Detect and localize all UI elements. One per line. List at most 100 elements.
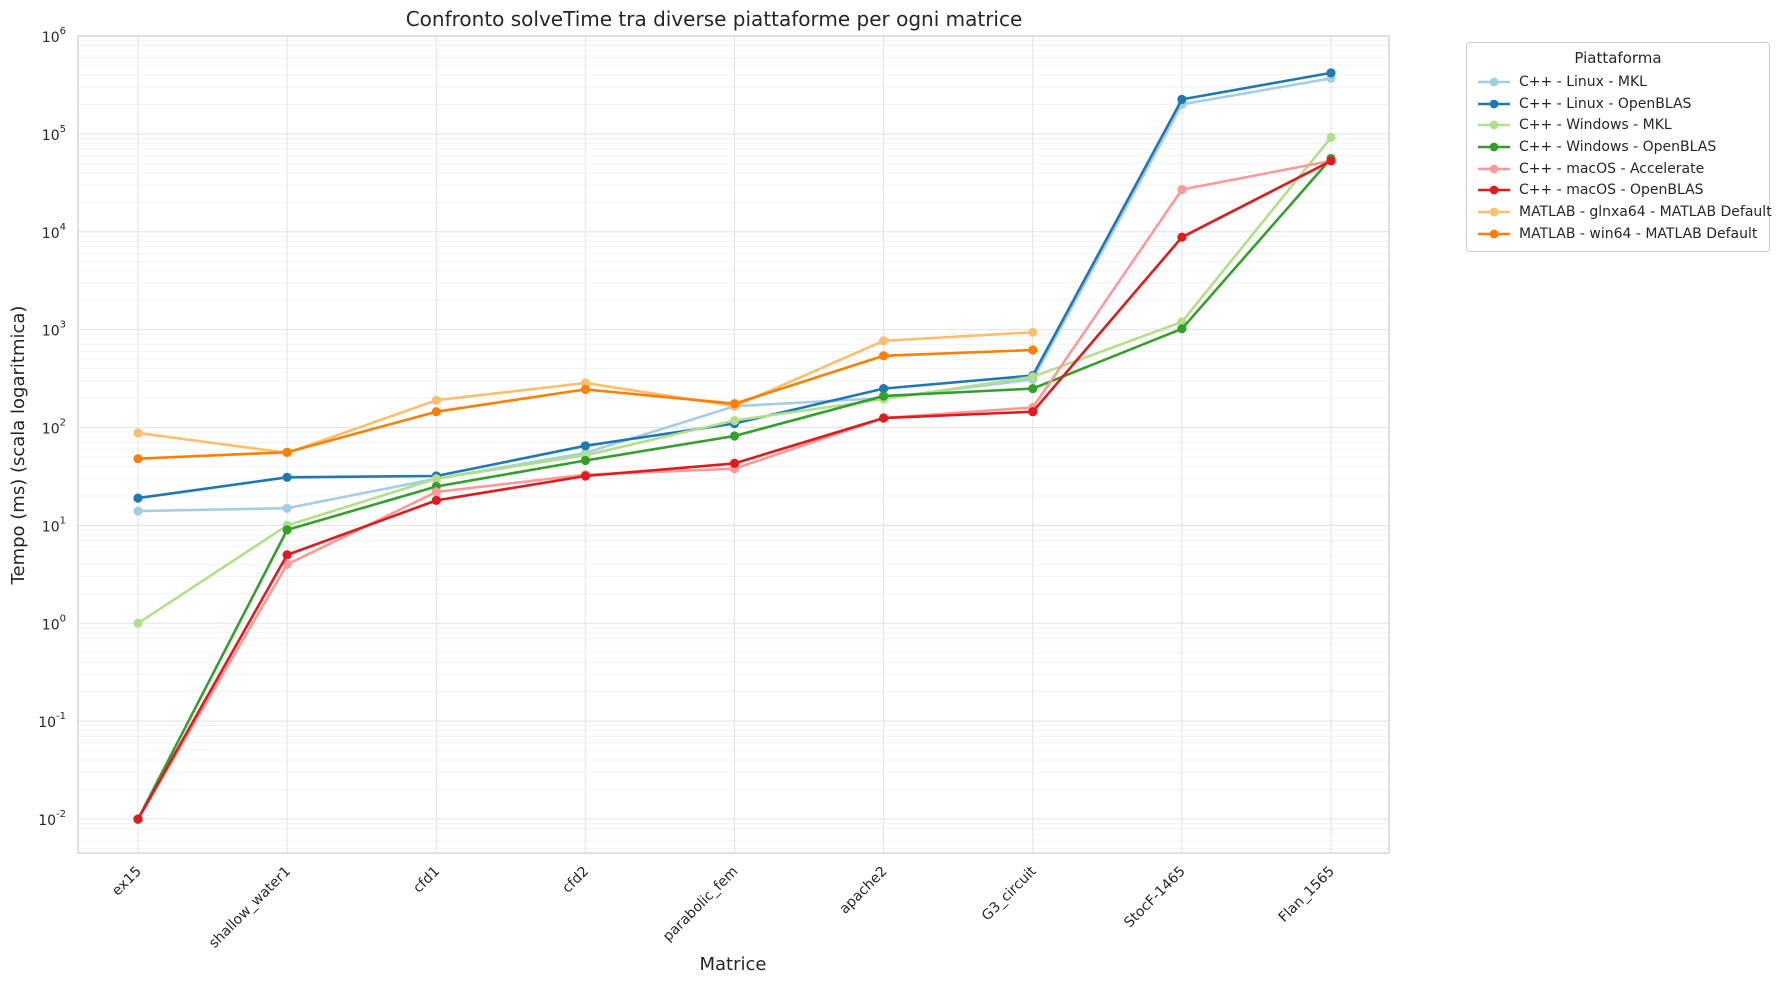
x-tick-label: shallow_water1 bbox=[206, 864, 294, 952]
data-point bbox=[133, 814, 143, 824]
data-point bbox=[1177, 184, 1187, 195]
legend-item: C++ - Windows - OpenBLAS bbox=[1477, 136, 1759, 158]
data-point bbox=[879, 336, 889, 346]
legend-swatch bbox=[1478, 77, 1510, 87]
y-axis: 10-2 10-1 100 101 102 103 104 105 106 bbox=[38, 26, 66, 829]
legend-label: C++ - Linux - OpenBLAS bbox=[1519, 95, 1692, 112]
legend-swatch bbox=[1478, 120, 1510, 130]
data-point bbox=[1177, 324, 1187, 334]
legend-item: MATLAB - win64 - MATLAB Default bbox=[1477, 223, 1759, 245]
data-point bbox=[1326, 156, 1336, 166]
legend-label: C++ - Windows - MKL bbox=[1519, 117, 1672, 134]
data-point bbox=[431, 407, 441, 417]
x-tick-label: cfd1 bbox=[410, 864, 443, 897]
legend-label: MATLAB - win64 - MATLAB Default bbox=[1519, 225, 1758, 242]
x-tick-label: cfd2 bbox=[559, 864, 592, 897]
data-point bbox=[1028, 345, 1038, 355]
legend-label: C++ - macOS - Accelerate bbox=[1519, 160, 1705, 177]
data-point bbox=[282, 559, 292, 570]
data-point bbox=[133, 428, 143, 438]
data-point bbox=[729, 458, 740, 468]
data-point bbox=[879, 384, 889, 394]
y-tick-label: 103 bbox=[42, 320, 66, 340]
y-tick-label: 10-2 bbox=[38, 809, 66, 829]
x-axis: ex15 shallow_water1 cfd1 cfd2 parabolic_fem a… bbox=[109, 863, 1338, 951]
data-point bbox=[879, 391, 889, 401]
legend-label: C++ - macOS - OpenBLAS bbox=[1519, 182, 1704, 199]
data-point bbox=[1028, 372, 1038, 382]
data-point bbox=[282, 525, 292, 535]
series-7 bbox=[133, 345, 1038, 464]
x-tick-label: apache2 bbox=[837, 864, 891, 918]
legend-item: MATLAB - glnxa64 - MATLAB Default bbox=[1477, 201, 1772, 223]
legend-label: MATLAB - glnxa64 - MATLAB Default bbox=[1519, 203, 1772, 220]
data-point bbox=[133, 493, 143, 503]
y-tick-label: 10-1 bbox=[38, 711, 66, 731]
data-point bbox=[282, 447, 292, 457]
legend-items: C++ - Linux - MKL C++ - Linux - OpenBLAS C… bbox=[1477, 71, 1772, 245]
legend-item: C++ - Linux - OpenBLAS bbox=[1477, 93, 1759, 115]
data-point bbox=[282, 472, 292, 482]
data-point bbox=[282, 503, 292, 513]
data-point bbox=[879, 413, 889, 423]
y-tick-label: 102 bbox=[42, 418, 66, 438]
data-point bbox=[580, 471, 591, 481]
data-point bbox=[1028, 327, 1038, 337]
legend-item: C++ - Linux - MKL bbox=[1477, 71, 1759, 93]
data-point bbox=[1177, 94, 1187, 104]
data-point bbox=[431, 474, 441, 484]
data-point bbox=[431, 495, 441, 505]
data-point bbox=[1028, 407, 1038, 417]
series-lines bbox=[133, 68, 1336, 824]
data-point bbox=[1326, 132, 1336, 142]
plot-frame bbox=[77, 35, 1390, 854]
data-point bbox=[133, 506, 143, 516]
legend-item: C++ - Windows - MKL bbox=[1477, 114, 1759, 136]
legend-label: C++ - Linux - MKL bbox=[1519, 73, 1647, 90]
x-tick-label: Flan_1565 bbox=[1276, 864, 1338, 926]
data-point bbox=[879, 351, 889, 361]
y-tick-label: 101 bbox=[42, 515, 66, 535]
legend-item: C++ - macOS - Accelerate bbox=[1477, 158, 1759, 180]
data-point bbox=[133, 454, 143, 464]
data-point bbox=[729, 415, 740, 426]
legend-title: Piattaforma bbox=[1574, 49, 1662, 67]
legend-swatch bbox=[1478, 229, 1510, 239]
x-tick-label: G3_circuit bbox=[979, 863, 1040, 924]
legend-swatch bbox=[1478, 164, 1510, 173]
y-tick-label: 104 bbox=[42, 222, 66, 242]
series-5 bbox=[133, 156, 1336, 824]
y-tick-label: 105 bbox=[42, 124, 66, 144]
data-point bbox=[580, 384, 591, 394]
legend-swatch bbox=[1478, 142, 1510, 152]
data-point bbox=[580, 378, 591, 388]
y-axis-label: Tempo (ms) (scala logaritmica) bbox=[8, 306, 29, 586]
legend-item: C++ - macOS - OpenBLAS bbox=[1477, 179, 1759, 201]
data-point bbox=[282, 550, 292, 560]
data-point bbox=[729, 431, 740, 441]
data-point bbox=[729, 399, 740, 409]
y-tick-label: 106 bbox=[42, 26, 66, 46]
x-tick-label: ex15 bbox=[109, 864, 145, 900]
x-axis-label: Matrice bbox=[700, 954, 767, 975]
data-point bbox=[431, 487, 441, 497]
legend-label: C++ - Windows - OpenBLAS bbox=[1519, 138, 1717, 155]
data-point bbox=[1028, 384, 1038, 394]
legend: Piattaforma C++ - Linux - MKL C++ - Linux… bbox=[1466, 42, 1772, 252]
x-tick-label: StocF-1465 bbox=[1121, 864, 1188, 931]
legend-swatch bbox=[1478, 185, 1510, 195]
legend-swatch bbox=[1478, 99, 1510, 108]
data-point bbox=[1326, 68, 1336, 78]
data-point bbox=[431, 395, 441, 405]
grid-major bbox=[78, 35, 1389, 853]
legend-swatch bbox=[1478, 207, 1510, 217]
data-point bbox=[133, 618, 143, 628]
x-tick-label: parabolic_fem bbox=[660, 864, 741, 945]
y-tick-label: 100 bbox=[42, 613, 66, 633]
grid-minor bbox=[78, 40, 1389, 849]
data-point bbox=[1177, 232, 1187, 242]
data-point bbox=[580, 441, 591, 451]
data-point bbox=[580, 455, 591, 466]
chart-title: Confronto solveTime tra diverse piattafo… bbox=[406, 7, 1023, 31]
